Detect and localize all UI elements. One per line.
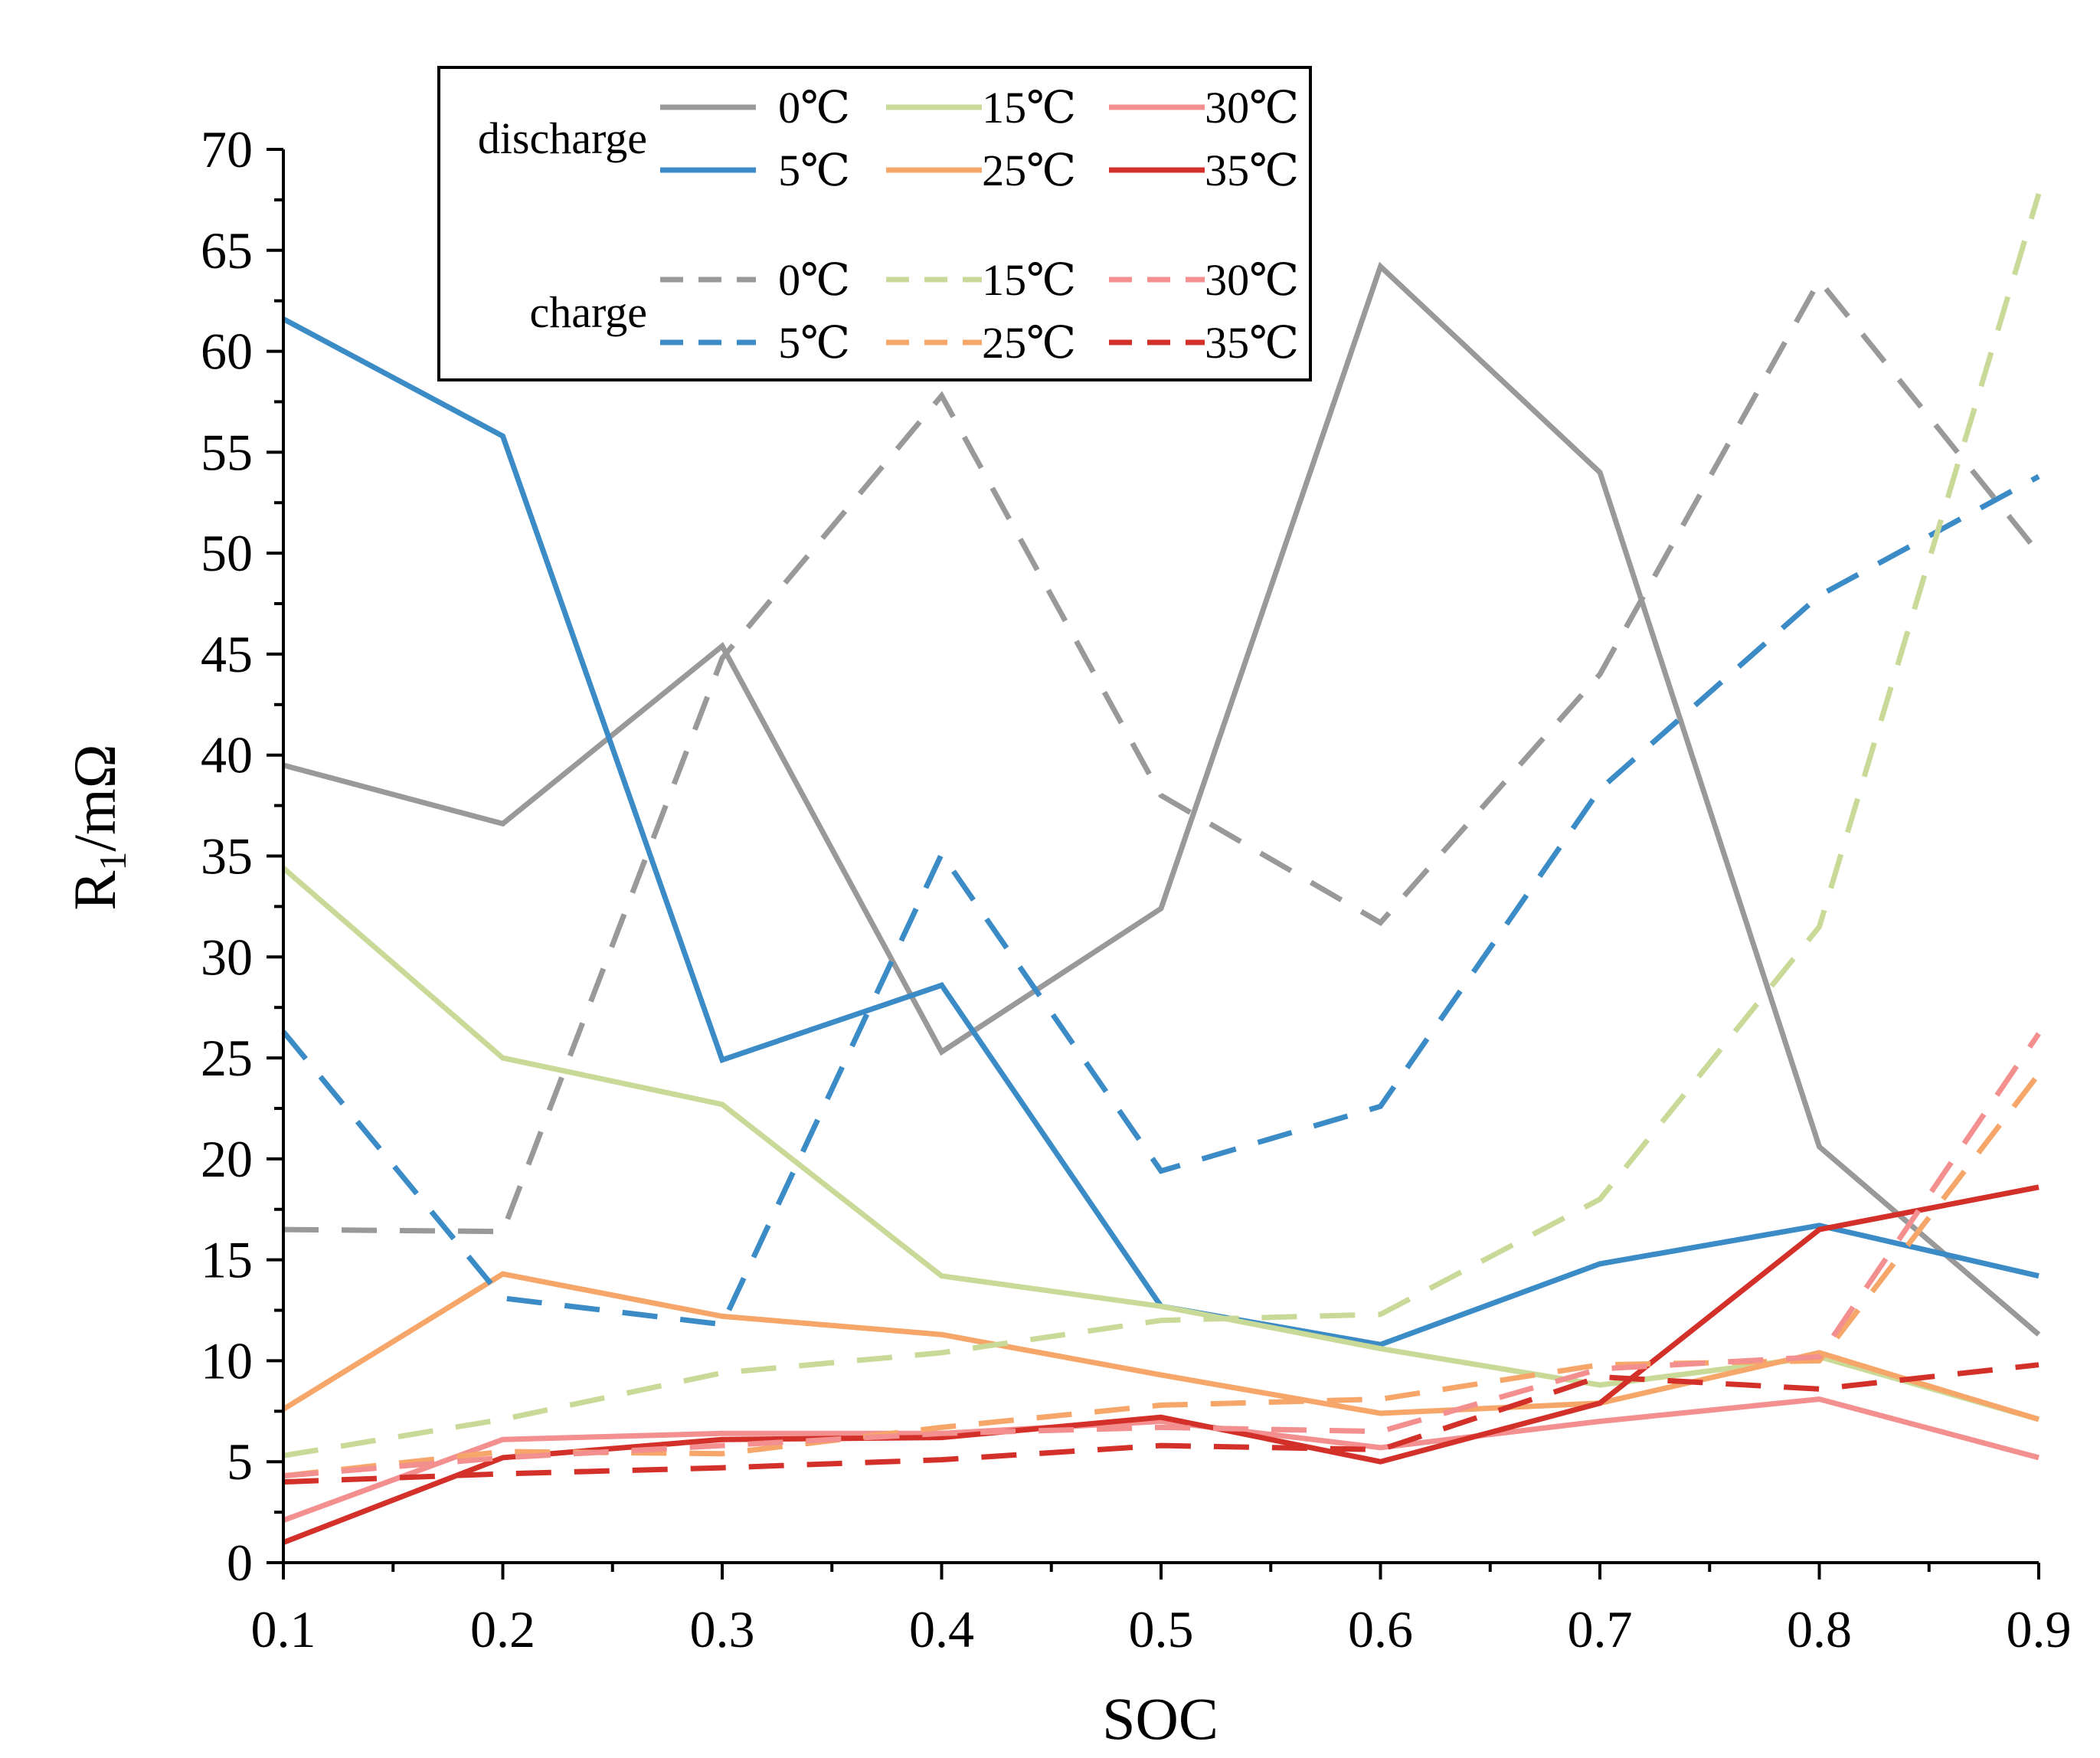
series-line-charge-0c bbox=[283, 276, 2041, 1235]
series-line-discharge-0c bbox=[283, 261, 2041, 1337]
legend-label-charge-0c: 0℃ bbox=[778, 255, 850, 305]
x-tick-label: 0.3 bbox=[690, 1600, 755, 1658]
y-axis-title: R1/mΩ bbox=[61, 744, 134, 910]
y-tick-label: 35 bbox=[201, 827, 253, 886]
legend-label-charge-35c: 35℃ bbox=[1205, 318, 1299, 368]
y-tick-label: 70 bbox=[201, 120, 253, 178]
y-tick-label: 15 bbox=[201, 1231, 253, 1289]
legend-label-discharge-0c: 0℃ bbox=[778, 83, 850, 133]
x-tick-label: 0.9 bbox=[2007, 1600, 2072, 1658]
series-line-discharge-15c bbox=[281, 866, 2039, 1422]
legend-label-discharge-35c: 35℃ bbox=[1205, 146, 1299, 195]
x-tick-label: 0.7 bbox=[1568, 1600, 1633, 1658]
y-tick-label: 0 bbox=[227, 1534, 253, 1592]
legend-group-label-charge: charge bbox=[530, 287, 648, 337]
legend-label-discharge-25c: 25℃ bbox=[982, 146, 1076, 195]
y-tick-label: 45 bbox=[201, 625, 253, 683]
y-axis-title-subscript: 1 bbox=[91, 852, 134, 871]
x-tick-label: 0.2 bbox=[470, 1600, 535, 1658]
legend-group-label-discharge: discharge bbox=[478, 113, 647, 163]
y-tick-label: 5 bbox=[227, 1432, 253, 1491]
series-line-discharge-25c bbox=[282, 1271, 2040, 1422]
y-tick-label: 10 bbox=[201, 1331, 253, 1390]
y-tick-label: 20 bbox=[201, 1130, 253, 1188]
y-tick-label: 40 bbox=[201, 726, 253, 784]
y-tick-label: 65 bbox=[201, 221, 253, 280]
legend-label-charge-30c: 30℃ bbox=[1205, 255, 1299, 305]
series-line-charge-15c bbox=[283, 192, 2042, 1458]
x-tick-label: 0.5 bbox=[1129, 1600, 1194, 1658]
y-tick-label: 60 bbox=[201, 322, 253, 381]
legend-box bbox=[437, 66, 1312, 381]
axes-layer: 0 5 10 15 20 25 30 35 40 45 50 55 60 65 70 0.1 0.2 0.3 0.4… bbox=[201, 120, 2072, 1658]
legend: discharge charge 0℃ 5℃ 15℃ 25℃ 30℃ 35℃ 0℃ 5℃ 15℃… bbox=[437, 66, 1312, 381]
series-line-discharge-30c bbox=[282, 1396, 2039, 1523]
y-axis-title-main: R bbox=[61, 871, 128, 911]
y-tick-label: 30 bbox=[201, 928, 253, 986]
legend-label-charge-25c: 25℃ bbox=[982, 318, 1076, 368]
y-tick-label: 55 bbox=[201, 423, 253, 481]
series-line-charge-5c bbox=[281, 473, 2040, 1328]
x-axis-title: SOC bbox=[1102, 1685, 1218, 1752]
legend-label-discharge-5c: 5℃ bbox=[778, 146, 850, 195]
legend-label-charge-5c: 5℃ bbox=[778, 318, 850, 368]
legend-label-discharge-30c: 30℃ bbox=[1205, 83, 1299, 133]
legend-label-charge-15c: 15℃ bbox=[982, 255, 1076, 305]
x-tick-label: 0.8 bbox=[1787, 1600, 1852, 1658]
x-tick-label: 0.6 bbox=[1348, 1600, 1413, 1658]
legend-entries: 0℃ 5℃ 15℃ 25℃ 30℃ 35℃ 0℃ 5℃ 15℃ 25℃ 30℃ 35℃ bbox=[660, 83, 1299, 368]
legend-label-discharge-15c: 15℃ bbox=[982, 83, 1076, 133]
y-axis-title-rest: /mΩ bbox=[61, 744, 128, 851]
series-line-discharge-5c bbox=[282, 316, 2039, 1347]
x-tick-label: 0.4 bbox=[909, 1600, 974, 1658]
series-line-charge-35c bbox=[283, 1362, 2039, 1485]
y-tick-label: 25 bbox=[201, 1029, 253, 1087]
y-tick-label: 50 bbox=[201, 524, 253, 582]
x-tick-label: 0.1 bbox=[251, 1600, 316, 1658]
series-line-charge-30c bbox=[283, 1032, 2041, 1479]
series-layer bbox=[281, 192, 2042, 1545]
